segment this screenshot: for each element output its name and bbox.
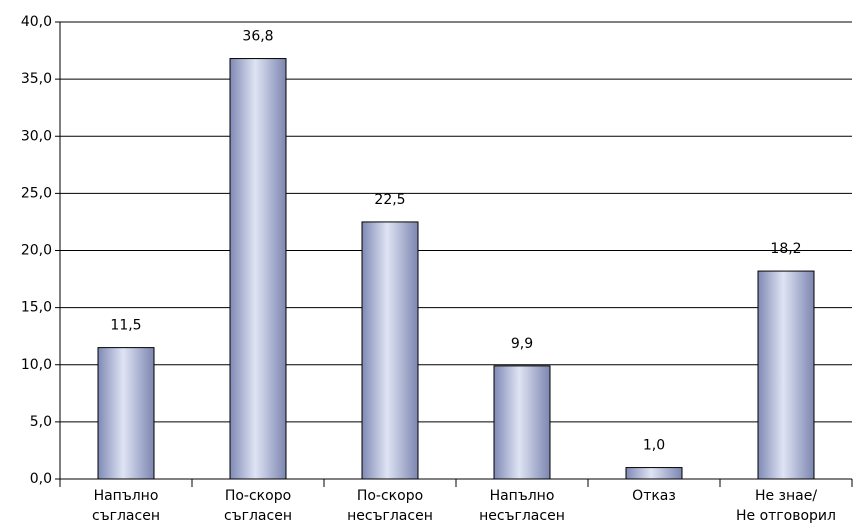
x-tick-label: несъгласен [479, 508, 565, 524]
y-tick-label: 5,0 [30, 414, 52, 430]
y-tick-label: 40,0 [21, 14, 52, 30]
bar [625, 467, 683, 480]
x-tick-label: съгласен [92, 508, 160, 524]
x-tick-label: По-скоро [225, 488, 291, 504]
y-tick-label: 25,0 [21, 185, 52, 201]
x-tick-label: Напълно [94, 488, 159, 504]
y-tick-label: 15,0 [21, 300, 52, 316]
y-tick-label: 20,0 [21, 243, 52, 259]
x-tick-label: По-скоро [357, 488, 423, 504]
x-tick-label: Напълно [490, 488, 555, 504]
bar [493, 365, 551, 480]
bar [97, 347, 155, 480]
y-tick-label: 30,0 [21, 128, 52, 144]
x-tick-label: съгласен [224, 508, 292, 524]
value-label: 9,9 [511, 336, 533, 352]
bar [229, 58, 287, 480]
value-label: 36,8 [242, 29, 273, 45]
y-tick-label: 0,0 [30, 471, 52, 487]
x-tick-label: Не отговорил [736, 508, 836, 524]
x-tick-label: Отказ [632, 488, 676, 504]
value-label: 22,5 [374, 192, 405, 208]
value-label: 18,2 [770, 241, 801, 257]
value-label: 1,0 [643, 438, 665, 454]
value-label: 11,5 [110, 318, 141, 334]
x-tick-label: Не знае/ [755, 488, 817, 504]
bar [361, 221, 419, 480]
bar [757, 270, 815, 480]
y-tick-label: 10,0 [21, 357, 52, 373]
x-tick-label: несъгласен [347, 508, 433, 524]
y-tick-label: 35,0 [21, 71, 52, 87]
